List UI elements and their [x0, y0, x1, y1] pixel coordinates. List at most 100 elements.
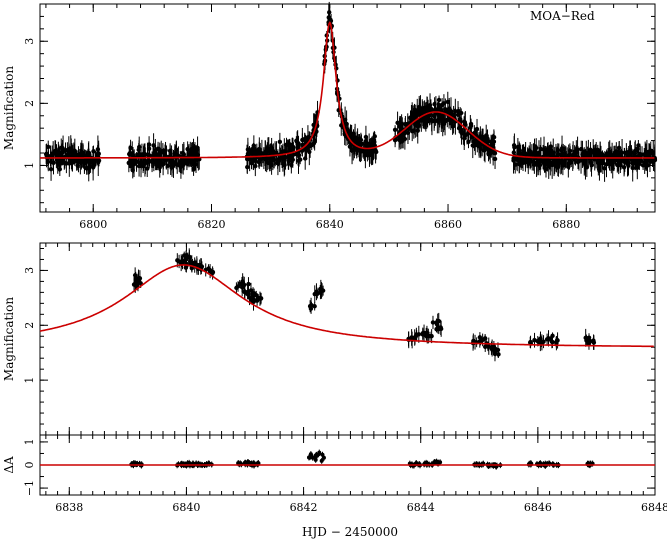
- data-point: [160, 162, 166, 167]
- data-point: [263, 157, 268, 162]
- data-point: [190, 147, 195, 152]
- data-point: [482, 148, 487, 153]
- data-point: [512, 145, 517, 150]
- x-tick-label: 6838: [55, 501, 83, 514]
- data-point: [517, 149, 522, 154]
- middle-panel-frame: [39, 242, 656, 436]
- data-point: [145, 166, 150, 171]
- data-point: [429, 117, 434, 123]
- y-tick-label: 0: [23, 462, 36, 469]
- residual-point: [313, 457, 318, 462]
- data-point: [415, 128, 420, 133]
- data-point: [427, 333, 433, 339]
- x-tick-label: 6842: [290, 501, 318, 514]
- data-point: [562, 151, 567, 156]
- data-point: [206, 266, 211, 271]
- data-point: [271, 157, 277, 163]
- data-point: [327, 17, 332, 22]
- x-tick-label: 6846: [524, 501, 552, 514]
- y-tick-label: 1: [23, 377, 36, 384]
- data-point: [151, 143, 156, 148]
- data-point: [85, 159, 91, 164]
- data-point: [371, 148, 377, 153]
- x-tick-label: 6880: [552, 218, 580, 231]
- y-tick-label: −1: [23, 480, 36, 496]
- residual-panel-ticks: 6838 6840 6842 6844 6846 6848 −1 0 1: [23, 435, 667, 514]
- data-point: [512, 156, 517, 162]
- data-point: [347, 144, 353, 149]
- data-point: [48, 166, 54, 172]
- data-point: [352, 147, 357, 152]
- data-point: [616, 159, 621, 164]
- data-point: [253, 163, 258, 169]
- data-point: [430, 320, 436, 325]
- data-point: [584, 165, 590, 170]
- data-point: [59, 149, 65, 155]
- residual-ylabel: ΔA: [2, 456, 16, 474]
- data-point: [303, 156, 308, 161]
- data-point: [526, 159, 531, 164]
- data-point: [184, 157, 190, 162]
- data-point: [607, 151, 613, 157]
- residual-panel-data-points: [129, 449, 595, 470]
- data-point: [425, 114, 430, 119]
- data-point: [132, 273, 138, 278]
- data-point: [491, 135, 497, 140]
- data-point: [320, 288, 326, 293]
- residual-point: [438, 460, 443, 465]
- data-point: [411, 128, 417, 133]
- data-point: [604, 151, 609, 157]
- data-point: [281, 155, 286, 161]
- data-point: [485, 140, 490, 145]
- data-point: [625, 160, 631, 166]
- residual-point: [309, 453, 314, 458]
- x-tick-label: 6848: [641, 501, 667, 514]
- data-point: [70, 160, 75, 165]
- data-point: [534, 145, 539, 151]
- data-point: [50, 151, 56, 157]
- top-panel-model-curve: [40, 21, 655, 159]
- top-panel-ticks: 6800 6820 6840 6860 6880 1 2 3: [23, 4, 655, 231]
- data-point: [496, 352, 501, 357]
- top-panel-data-points: [43, 1, 658, 182]
- data-point: [414, 120, 420, 126]
- y-tick-label: 1: [23, 438, 36, 445]
- data-point: [44, 153, 49, 158]
- data-point: [459, 110, 464, 116]
- legend-label: MOA−Red: [530, 9, 595, 23]
- data-point: [79, 149, 85, 155]
- x-tick-label: 6844: [407, 501, 435, 514]
- data-point: [282, 162, 287, 168]
- data-point: [477, 335, 483, 340]
- data-point: [543, 151, 548, 157]
- data-point: [395, 120, 400, 125]
- data-point: [433, 107, 438, 113]
- data-point: [265, 146, 270, 151]
- data-point: [472, 142, 477, 148]
- data-point: [589, 161, 594, 167]
- x-tick-label: 6800: [79, 218, 107, 231]
- data-point: [127, 151, 132, 157]
- data-point: [258, 150, 263, 155]
- data-point: [149, 159, 155, 164]
- data-point: [372, 134, 377, 139]
- data-point: [136, 153, 141, 158]
- data-point: [59, 145, 64, 150]
- data-point: [459, 130, 464, 136]
- data-point: [466, 139, 471, 145]
- data-point: [86, 150, 91, 155]
- data-point: [468, 121, 474, 127]
- data-point: [210, 270, 215, 276]
- y-tick-label: 3: [23, 38, 36, 45]
- data-point: [616, 145, 622, 150]
- data-point: [492, 351, 498, 357]
- data-point: [90, 157, 96, 163]
- data-point: [309, 303, 314, 308]
- data-point: [489, 142, 494, 147]
- data-point: [532, 338, 537, 343]
- residual-point: [320, 452, 325, 457]
- data-point: [405, 130, 411, 136]
- data-point: [422, 118, 428, 123]
- data-point: [416, 332, 422, 337]
- data-point: [300, 137, 305, 143]
